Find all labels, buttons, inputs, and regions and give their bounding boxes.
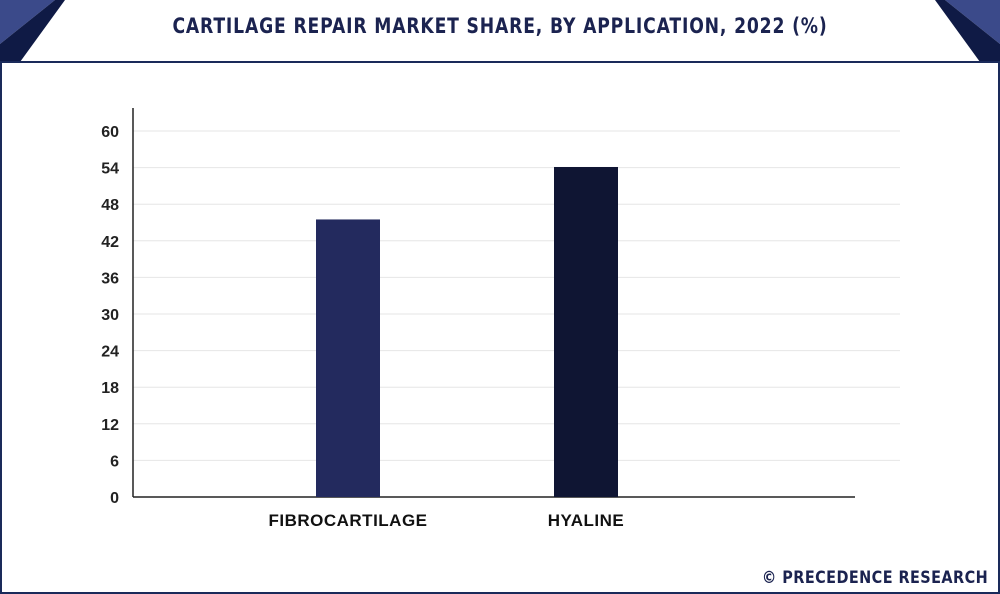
y-tick-label: 18: [101, 380, 119, 397]
y-tick-label: 0: [110, 490, 119, 507]
y-tick-label: 36: [101, 270, 119, 287]
y-tick-label: 42: [101, 234, 119, 251]
y-tick-label: 24: [101, 344, 119, 361]
header-divider: [0, 61, 1000, 63]
y-tick-label: 12: [101, 417, 119, 434]
y-tick-label: 54: [101, 161, 119, 178]
x-tick-label: FIBROCARTILAGE: [268, 511, 427, 530]
y-tick-label: 60: [101, 124, 119, 141]
source-credit: © PRECEDENCE RESEARCH: [761, 568, 988, 588]
chart-title: CARTILAGE REPAIR MARKET SHARE, BY APPLIC…: [172, 14, 828, 38]
y-tick-label: 6: [110, 453, 119, 470]
y-tick-label: 48: [101, 197, 119, 214]
corner-decoration-left: [0, 0, 65, 62]
corner-decoration-right: [935, 0, 1000, 62]
bar-fibrocartilage: [316, 219, 380, 497]
chart-header: CARTILAGE REPAIR MARKET SHARE, BY APPLIC…: [0, 0, 1000, 63]
y-tick-label: 30: [101, 307, 119, 324]
x-tick-label: HYALINE: [548, 511, 625, 530]
bar-hyaline: [554, 166, 618, 498]
